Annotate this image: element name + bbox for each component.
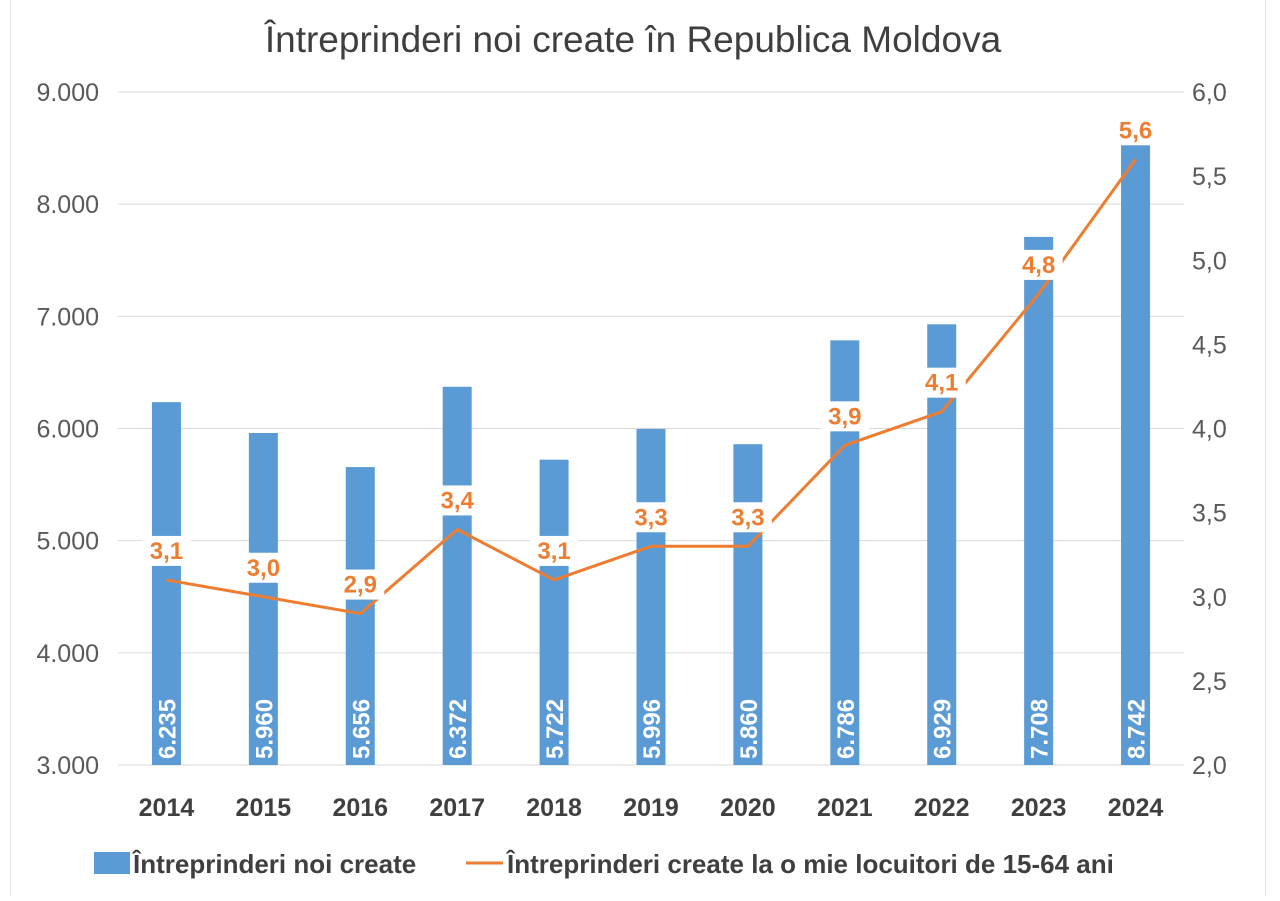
- line-data-label: 3,1: [537, 538, 570, 565]
- legend-label-bars: Întreprinderi noi create: [131, 849, 416, 879]
- line-label-background: [433, 485, 482, 516]
- bar: [442, 386, 472, 765]
- x-tick-label: 2023: [1011, 794, 1067, 822]
- line-data-label: 3,0: [247, 555, 280, 582]
- y-right-tick-label: 5,0: [1192, 247, 1227, 275]
- bar-series: 6.235 5.960 5.656 6.372 5.722 5.996 5.860 6.786…: [151, 120, 1151, 766]
- x-tick-label: 2020: [720, 794, 776, 822]
- x-tick-label: 2014: [139, 794, 195, 822]
- x-tick-label: 2022: [914, 794, 970, 822]
- y-left-tick-label: 3.000: [36, 752, 99, 780]
- bar: [733, 444, 763, 765]
- line-label-background: [723, 502, 772, 533]
- x-tick-label: 2016: [332, 794, 388, 822]
- y-right-tick-label: 4,0: [1192, 416, 1227, 444]
- line-label-background: [1111, 115, 1160, 146]
- line-label-background: [142, 535, 191, 566]
- y-right-tick-label: 3,0: [1192, 584, 1227, 612]
- y-left-tick-label: 8.000: [36, 191, 99, 219]
- bar: [1024, 236, 1054, 766]
- line-label-background: [239, 552, 288, 583]
- line-data-label: 4,1: [925, 370, 958, 397]
- line-label-background: [336, 569, 385, 600]
- bar-data-label: 6.372: [445, 699, 472, 759]
- y-right-tick-label: 2,5: [1192, 668, 1227, 696]
- line-label-background: [1014, 249, 1063, 280]
- x-axis: 2014 2015 2016 2017 2018 2019 2020 2021 2022 2023…: [139, 794, 1164, 822]
- line-data-label: 4,8: [1022, 252, 1055, 279]
- x-tick-label: 2021: [817, 794, 873, 822]
- line-data-label: 3,3: [731, 504, 764, 531]
- y-right-tick-label: 3,5: [1192, 500, 1227, 528]
- y-left-tick-label: 6.000: [36, 416, 99, 444]
- chart: Întreprinderi noi create în Republica Mo…: [36, 19, 1227, 879]
- y-axis-left: 3.000 4.000 5.000 6.000 7.000 8.000 9.000: [36, 79, 99, 780]
- line-data-label: 3,1: [150, 538, 183, 565]
- x-tick-label: 2018: [526, 794, 582, 822]
- legend: Întreprinderi noi create Întreprinderi c…: [94, 849, 1114, 879]
- bar: [1121, 120, 1151, 765]
- bar: [151, 402, 181, 765]
- y-right-tick-label: 2,0: [1192, 752, 1227, 780]
- bar-data-label: 5.860: [736, 699, 763, 759]
- y-left-tick-label: 5.000: [36, 528, 99, 556]
- line-series: 3,1 3,0 2,9 3,4 3,1 3,3 3,3 3,9 4,1 4,8 5,6: [142, 115, 1160, 616]
- bar-data-label: 8.742: [1124, 699, 1151, 759]
- bar: [345, 467, 375, 765]
- y-right-tick-label: 5,5: [1192, 163, 1227, 191]
- line-label-background: [530, 535, 579, 566]
- y-left-tick-label: 7.000: [36, 303, 99, 331]
- bar-data-label: 5.656: [348, 699, 375, 759]
- chart-title: Întreprinderi noi create în Republica Mo…: [264, 19, 1002, 60]
- bar-data-label: 5.722: [542, 699, 569, 759]
- y-left-tick-label: 4.000: [36, 640, 99, 668]
- bar: [539, 459, 569, 765]
- bar-data-label: 5.996: [639, 699, 666, 759]
- bar-data-label: 7.708: [1027, 699, 1054, 759]
- y-right-tick-label: 6,0: [1192, 79, 1227, 107]
- chart-frame: Întreprinderi noi create în Republica Mo…: [10, 0, 1266, 896]
- line-label-background: [627, 502, 675, 533]
- bar-data-label: 6.786: [833, 699, 860, 759]
- bar-data-label: 6.929: [930, 699, 957, 759]
- bar-data-label: 5.960: [251, 699, 278, 759]
- line-data-label: 3,4: [440, 487, 474, 514]
- line-label-background: [820, 401, 869, 432]
- x-tick-label: 2024: [1108, 794, 1164, 822]
- line-label-background: [917, 367, 966, 398]
- y-left-tick-label: 9.000: [36, 79, 99, 107]
- line-path: [166, 158, 1137, 616]
- x-tick-label: 2019: [623, 794, 679, 822]
- y-right-tick-label: 4,5: [1192, 331, 1227, 359]
- line-data-label: 3,3: [634, 504, 667, 531]
- legend-swatch-bars: [94, 852, 130, 874]
- line-data-label: 5,6: [1119, 117, 1152, 144]
- bar-data-label: 6.235: [154, 699, 181, 759]
- y-axis-right: 2,0 2,5 3,0 3,5 4,0 4,5 5,0 5,5 6,0: [1192, 79, 1227, 780]
- line-data-label: 3,9: [828, 403, 861, 430]
- bar: [636, 428, 666, 765]
- x-tick-label: 2017: [429, 794, 485, 822]
- x-tick-label: 2015: [236, 794, 292, 822]
- legend-label-line: Întreprinderi create la o mie locuitori …: [505, 849, 1114, 879]
- line-data-label: 2,9: [344, 572, 377, 599]
